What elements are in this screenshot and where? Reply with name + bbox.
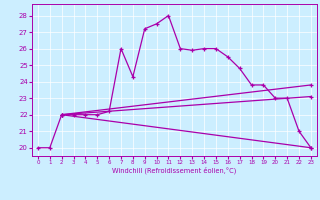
X-axis label: Windchill (Refroidissement éolien,°C): Windchill (Refroidissement éolien,°C) bbox=[112, 167, 236, 174]
